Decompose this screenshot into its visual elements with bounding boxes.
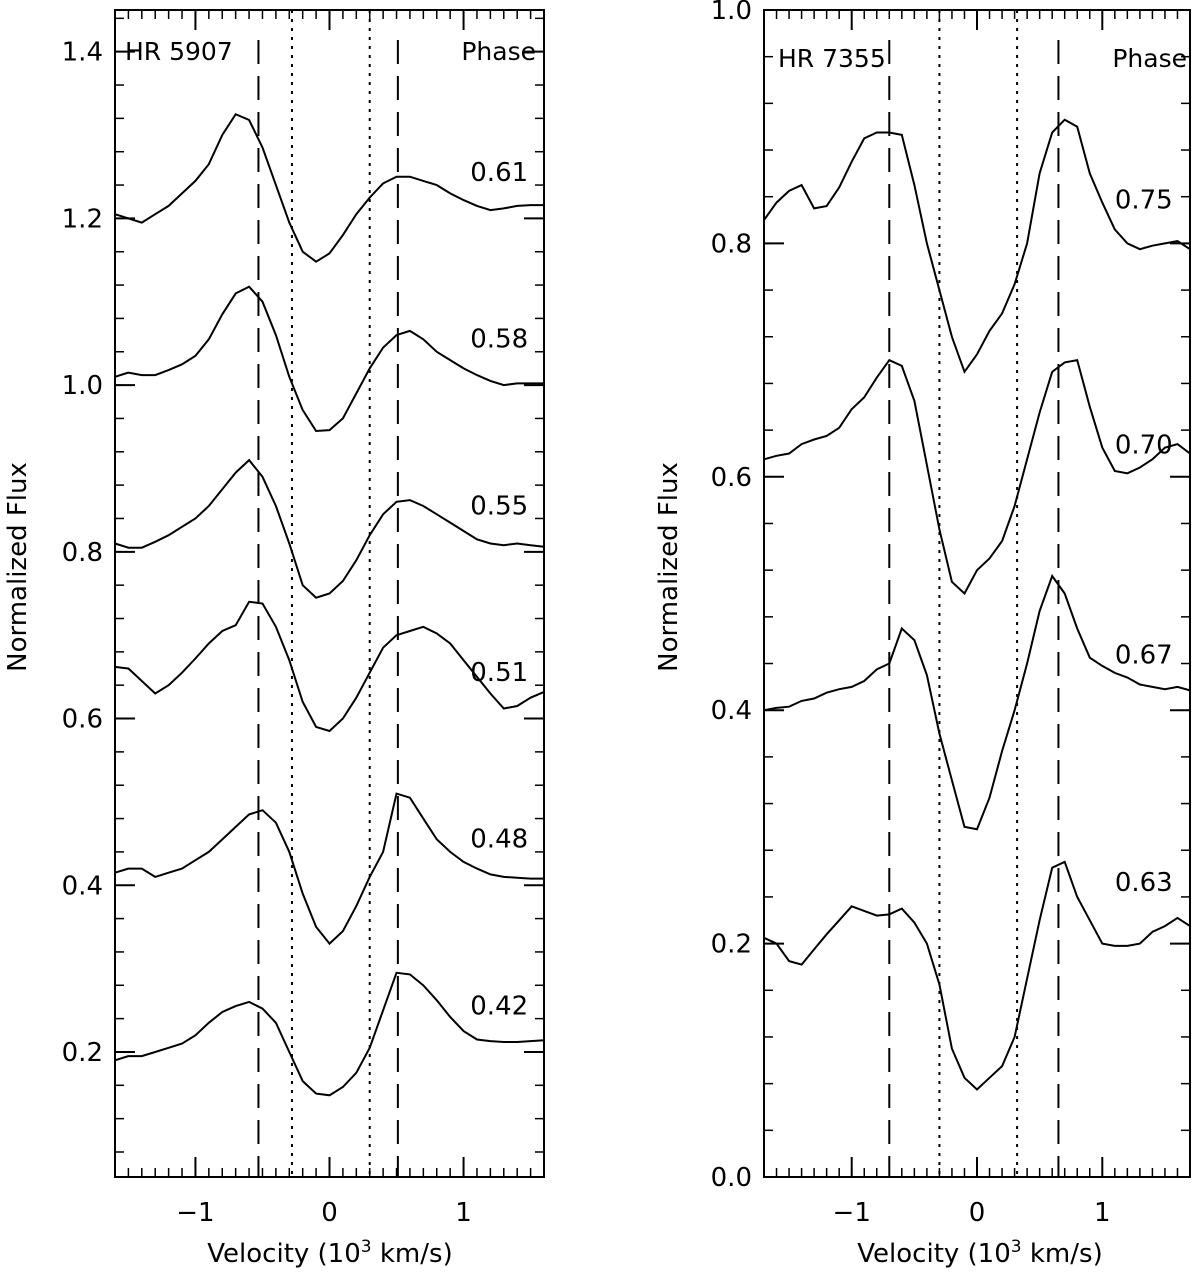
x-tick-label: −1 [176, 1198, 214, 1228]
phase-0.61-profile [114, 112, 544, 263]
y-axis-title: Normalized Flux [3, 462, 33, 672]
phase-0.42-profile [114, 971, 545, 1097]
phase-0.75-profile [763, 118, 1191, 374]
y-tick-label: 0.0 [711, 1163, 752, 1193]
phase-0.70-profile [763, 358, 1191, 596]
x-tick-label: 1 [1094, 1198, 1111, 1228]
star-name-label: HR 7355 [778, 44, 886, 73]
phase-0.48-profile [114, 792, 544, 946]
y-tick-label: 0.4 [62, 871, 103, 901]
y-tick-label: 0.4 [711, 696, 752, 726]
x-axis-title: Velocity (103 km/s) [857, 1237, 1102, 1269]
phase-0.58-profile [114, 285, 544, 433]
x-tick-label: −1 [833, 1198, 871, 1228]
star-name-label: HR 5907 [125, 37, 233, 66]
y-tick-label: 1.0 [711, 0, 752, 26]
phase-0.55-profile [114, 458, 545, 599]
x-axis-title: Velocity (103 km/s) [207, 1237, 452, 1269]
panel-hr7355: Normalized Flux Velocity (103 km/s) HR 7… [654, 0, 1191, 1269]
y-tick-label: 0.2 [711, 930, 752, 960]
panel-hr5907: Normalized Flux Velocity (103 km/s) HR 5… [3, 9, 545, 1269]
phase-header-label: Phase [461, 37, 536, 66]
phase-label: 0.42 [470, 991, 528, 1021]
y-tick-label: 1.4 [62, 38, 103, 68]
phase-header-label: Phase [1112, 44, 1187, 73]
phase-0.51-profile [114, 600, 545, 733]
y-tick-label: 0.8 [62, 538, 103, 568]
phase-label: 0.51 [470, 658, 528, 688]
x-tick-label: 0 [321, 1198, 338, 1228]
y-tick-label: 0.6 [62, 705, 103, 735]
phase-label: 0.67 [1115, 641, 1173, 671]
y-tick-label: 0.6 [711, 463, 752, 493]
phase-label: 0.48 [470, 825, 528, 855]
x-tick-label: 0 [969, 1198, 986, 1228]
y-tick-label: 1.2 [62, 204, 103, 234]
y-axis-title: Normalized Flux [654, 462, 684, 672]
phase-0.67-profile [763, 573, 1191, 831]
phase-0.63-profile [763, 860, 1191, 1091]
phase-label: 0.58 [470, 325, 528, 355]
phase-label: 0.55 [470, 491, 528, 521]
y-tick-label: 1.0 [62, 371, 103, 401]
phase-label: 0.70 [1115, 430, 1173, 460]
y-tick-label: 0.8 [711, 229, 752, 259]
phase-label: 0.61 [470, 158, 528, 188]
x-tick-label: 1 [455, 1198, 472, 1228]
phase-label: 0.75 [1115, 185, 1173, 215]
phase-label: 0.63 [1115, 868, 1173, 898]
y-tick-label: 0.2 [62, 1038, 103, 1068]
